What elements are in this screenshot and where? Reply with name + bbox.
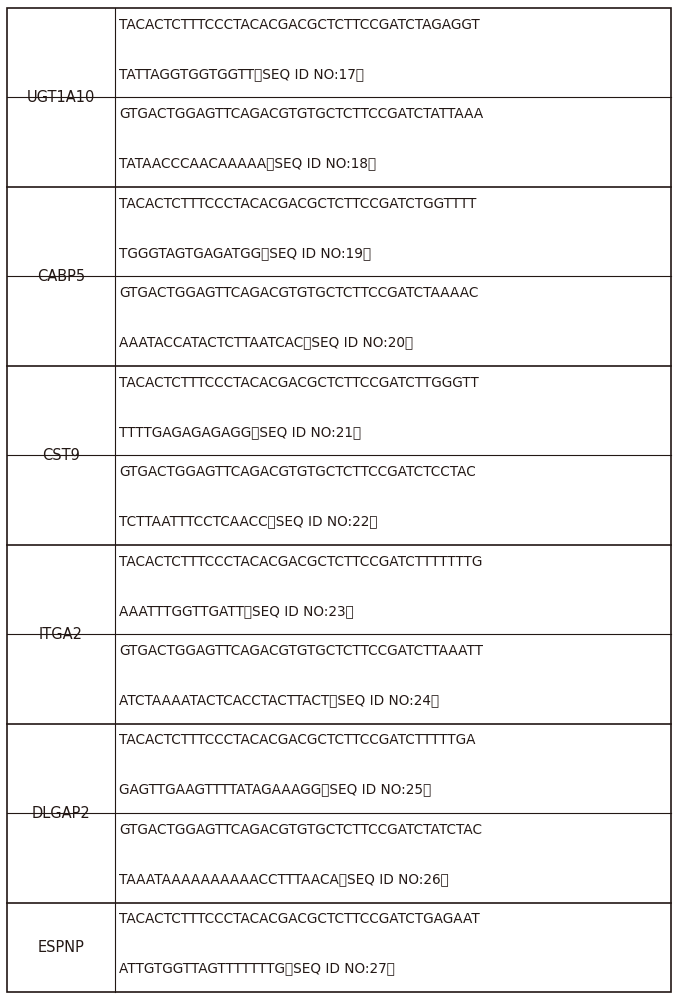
Text: GTGACTGGAGTTCAGACGTGTGCTCTTCCGATCTAAAAC: GTGACTGGAGTTCAGACGTGTGCTCTTCCGATCTAAAAC bbox=[119, 286, 479, 300]
Text: TACACTCTTTCCCTACACGACGCTCTTCCGATCTTTTTTTG: TACACTCTTTCCCTACACGACGCTCTTCCGATCTTTTTTT… bbox=[119, 555, 483, 569]
Text: DLGAP2: DLGAP2 bbox=[32, 806, 90, 821]
Text: ATTGTGGTTAGTTTTTTTG（SEQ ID NO:27）: ATTGTGGTTAGTTTTTTTG（SEQ ID NO:27） bbox=[119, 962, 395, 976]
Text: AAATTTGGTTGATT（SEQ ID NO:23）: AAATTTGGTTGATT（SEQ ID NO:23） bbox=[119, 604, 354, 618]
Text: TACACTCTTTCCCTACACGACGCTCTTCCGATCTAGAGGT: TACACTCTTTCCCTACACGACGCTCTTCCGATCTAGAGGT bbox=[119, 18, 480, 32]
Text: TACACTCTTTCCCTACACGACGCTCTTCCGATCTTTTTGA: TACACTCTTTCCCTACACGACGCTCTTCCGATCTTTTTGA bbox=[119, 733, 475, 747]
Text: GTGACTGGAGTTCAGACGTGTGCTCTTCCGATCTTAAATT: GTGACTGGAGTTCAGACGTGTGCTCTTCCGATCTTAAATT bbox=[119, 644, 483, 658]
Text: TGGGTAGTGAGATGG（SEQ ID NO:19）: TGGGTAGTGAGATGG（SEQ ID NO:19） bbox=[119, 246, 371, 260]
Text: TAAATAAAAAAAAAACCTTTAACA（SEQ ID NO:26）: TAAATAAAAAAAAAACCTTTAACA（SEQ ID NO:26） bbox=[119, 872, 449, 886]
Text: TTTTGAGAGAGAGG（SEQ ID NO:21）: TTTTGAGAGAGAGG（SEQ ID NO:21） bbox=[119, 425, 361, 439]
Text: TACACTCTTTCCCTACACGACGCTCTTCCGATCTGAGAAT: TACACTCTTTCCCTACACGACGCTCTTCCGATCTGAGAAT bbox=[119, 912, 480, 926]
Text: GTGACTGGAGTTCAGACGTGTGCTCTTCCGATCTCCTAC: GTGACTGGAGTTCAGACGTGTGCTCTTCCGATCTCCTAC bbox=[119, 465, 476, 479]
Text: ITGA2: ITGA2 bbox=[39, 627, 83, 642]
Text: ESPNP: ESPNP bbox=[37, 940, 84, 955]
Text: TATTAGGTGGTGGTT（SEQ ID NO:17）: TATTAGGTGGTGGTT（SEQ ID NO:17） bbox=[119, 67, 364, 81]
Text: TACACTCTTTCCCTACACGACGCTCTTCCGATCTGGTTTT: TACACTCTTTCCCTACACGACGCTCTTCCGATCTGGTTTT bbox=[119, 197, 477, 211]
Text: TACACTCTTTCCCTACACGACGCTCTTCCGATCTTGGGTT: TACACTCTTTCCCTACACGACGCTCTTCCGATCTTGGGTT bbox=[119, 376, 479, 390]
Text: CABP5: CABP5 bbox=[37, 269, 85, 284]
Text: UGT1A10: UGT1A10 bbox=[26, 90, 95, 105]
Text: GAGTTGAAGTTTTATAGAAAGG（SEQ ID NO:25）: GAGTTGAAGTTTTATAGAAAGG（SEQ ID NO:25） bbox=[119, 783, 431, 797]
Text: GTGACTGGAGTTCAGACGTGTGCTCTTCCGATCTATTAAA: GTGACTGGAGTTCAGACGTGTGCTCTTCCGATCTATTAAA bbox=[119, 107, 483, 121]
Text: CST9: CST9 bbox=[42, 448, 80, 463]
Text: GTGACTGGAGTTCAGACGTGTGCTCTTCCGATCTATCTAC: GTGACTGGAGTTCAGACGTGTGCTCTTCCGATCTATCTAC bbox=[119, 823, 482, 837]
Text: TATAACCCAACAAAAA（SEQ ID NO:18）: TATAACCCAACAAAAA（SEQ ID NO:18） bbox=[119, 156, 376, 170]
Text: AAATACCATACTCTTAATCAC（SEQ ID NO:20）: AAATACCATACTCTTAATCAC（SEQ ID NO:20） bbox=[119, 335, 413, 349]
Text: TCTTAATTTCCTCAACC（SEQ ID NO:22）: TCTTAATTTCCTCAACC（SEQ ID NO:22） bbox=[119, 514, 378, 528]
Text: ATCTAAAATACTCACCTACTTACT（SEQ ID NO:24）: ATCTAAAATACTCACCTACTTACT（SEQ ID NO:24） bbox=[119, 693, 439, 707]
